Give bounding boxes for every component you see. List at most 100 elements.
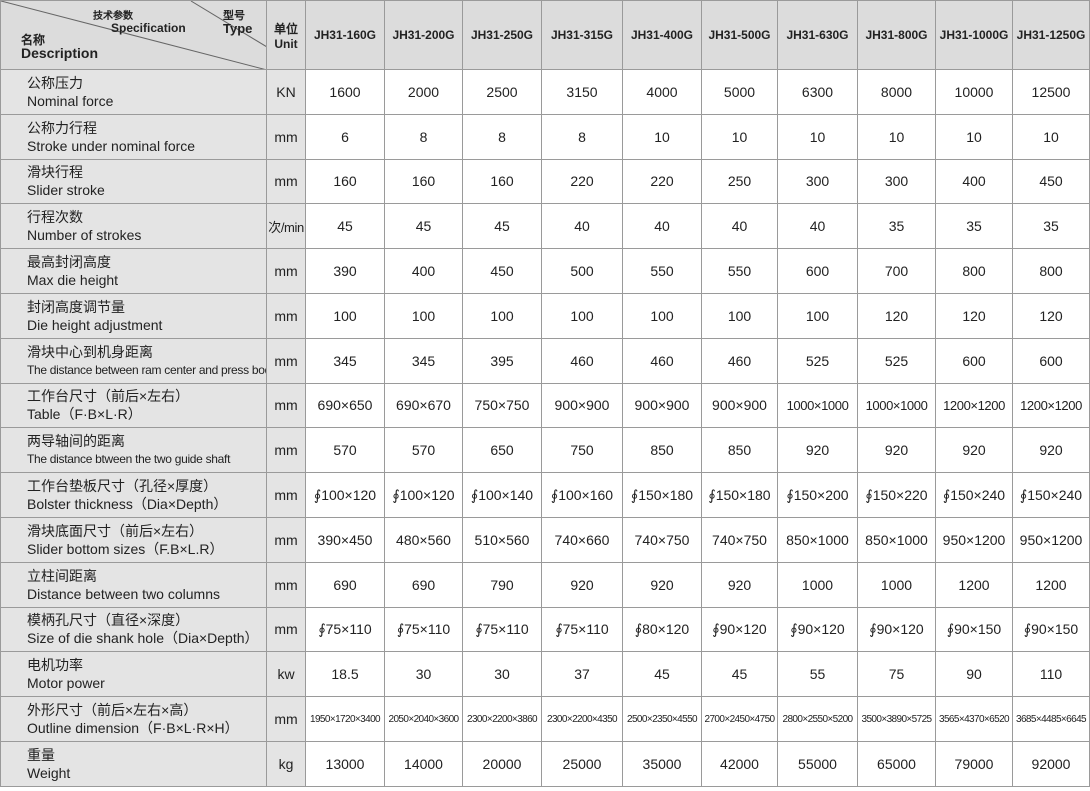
- value-cell: 6300: [777, 69, 858, 115]
- name-en: Stroke under nominal force: [27, 137, 196, 154]
- spec-row: 外形尺寸（前后×左右×高） Outline dimension（F·B×L·R×H…: [0, 696, 1090, 742]
- value-cell: 92000: [1012, 740, 1090, 787]
- diagonals: [1, 1, 266, 69]
- name-en: Weight: [27, 764, 71, 781]
- value-cell: 6: [305, 113, 385, 160]
- value-cell: 850×1000: [857, 516, 936, 563]
- value-cell: 160: [462, 158, 542, 205]
- name-zh: 重量: [27, 746, 55, 763]
- name-zh: 模柄孔尺寸（直径×深度）: [27, 612, 190, 629]
- value-cell: 700: [857, 248, 936, 294]
- value-cell: 100: [622, 292, 702, 339]
- value-cell: 525: [857, 337, 936, 384]
- value-cell: 100: [384, 292, 463, 339]
- value-cell: 390×450: [305, 516, 385, 563]
- value-cell: 550: [701, 248, 778, 294]
- corner-cell: 技术参数 Specification 型号 Type 名称 Descriptio…: [0, 0, 267, 70]
- value-cell: 1600: [305, 69, 385, 115]
- value-cell: 40: [541, 203, 623, 250]
- name-en: The distance between ram center and pres…: [27, 362, 267, 377]
- value-cell: 45: [622, 651, 702, 698]
- value-cell: 10: [1012, 113, 1090, 160]
- row-unit: mm: [266, 427, 306, 474]
- value-cell: 10: [935, 113, 1013, 160]
- value-cell: ∮75×110: [462, 606, 542, 653]
- name-zh: 电机功率: [27, 657, 83, 674]
- value-cell: 2500×2350×4550: [622, 696, 702, 742]
- value-cell: 3150: [541, 69, 623, 115]
- value-cell: 65000: [857, 740, 936, 787]
- row-unit: mm: [266, 337, 306, 384]
- value-cell: ∮75×110: [384, 606, 463, 653]
- value-cell: 2050×2040×3600: [384, 696, 463, 742]
- value-cell: 35000: [622, 740, 702, 787]
- value-cell: ∮150×180: [701, 472, 778, 518]
- value-cell: 690: [384, 561, 463, 608]
- value-cell: ∮150×240: [1012, 472, 1090, 518]
- type-zh: 型号: [223, 10, 245, 22]
- value-cell: 690: [305, 561, 385, 608]
- value-cell: 650: [462, 427, 542, 474]
- row-unit: kw: [266, 651, 306, 698]
- row-unit: mm: [266, 472, 306, 518]
- spec-row: 最高封闭高度 Max die height mm 390 400 450 500 550 550…: [0, 248, 1090, 294]
- value-cell: 740×660: [541, 516, 623, 563]
- value-cell: 35: [935, 203, 1013, 250]
- value-cell: ∮90×120: [857, 606, 936, 653]
- header-row: 技术参数 Specification 型号 Type 名称 Descriptio…: [0, 0, 1090, 70]
- value-cell: 750: [541, 427, 623, 474]
- value-cell: 4000: [622, 69, 702, 115]
- value-cell: ∮150×200: [777, 472, 858, 518]
- model-header: JH31-800G: [857, 0, 936, 70]
- value-cell: 750×750: [462, 382, 542, 429]
- value-cell: 110: [1012, 651, 1090, 698]
- row-unit: mm: [266, 113, 306, 160]
- row-name: 滑块底面尺寸（前后×左右） Slider bottom sizes（F.B×L.R…: [0, 516, 267, 563]
- value-cell: 1000×1000: [857, 382, 936, 429]
- row-name: 工作台尺寸（前后×左右） Table（F·B×L·R）: [0, 382, 267, 429]
- model-header: JH31-250G: [462, 0, 542, 70]
- value-cell: 220: [541, 158, 623, 205]
- model-header: JH31-200G: [384, 0, 463, 70]
- value-cell: 570: [305, 427, 385, 474]
- name-en: Slider bottom sizes（F.B×L.R）: [27, 540, 224, 557]
- value-cell: 395: [462, 337, 542, 384]
- spec-row: 电机功率 Motor power kw 18.5 30 30 37 45 45 55 75 90 110: [0, 651, 1090, 698]
- value-cell: 2700×2450×4750: [701, 696, 778, 742]
- value-cell: 10: [622, 113, 702, 160]
- value-cell: 13000: [305, 740, 385, 787]
- value-cell: 850×1000: [777, 516, 858, 563]
- value-cell: 2300×2200×3860: [462, 696, 542, 742]
- row-unit: KN: [266, 69, 306, 115]
- row-name: 两导轴间的距离 The distance btween the two guide…: [0, 427, 267, 474]
- value-cell: 35: [857, 203, 936, 250]
- value-cell: 3500×3890×5725: [857, 696, 936, 742]
- name-en: Distance between two columns: [27, 585, 220, 602]
- value-cell: ∮100×120: [384, 472, 463, 518]
- value-cell: 850: [701, 427, 778, 474]
- value-cell: 510×560: [462, 516, 542, 563]
- value-cell: 30: [462, 651, 542, 698]
- model-header: JH31-315G: [541, 0, 623, 70]
- value-cell: 45: [462, 203, 542, 250]
- row-name: 工作台垫板尺寸（孔径×厚度） Bolster thickness（Dia×Dept…: [0, 472, 267, 518]
- value-cell: 10000: [935, 69, 1013, 115]
- value-cell: 740×750: [622, 516, 702, 563]
- spec-row: 工作台垫板尺寸（孔径×厚度） Bolster thickness（Dia×Dept…: [0, 472, 1090, 518]
- row-unit: mm: [266, 606, 306, 653]
- row-name: 最高封闭高度 Max die height: [0, 248, 267, 294]
- value-cell: 3565×4370×6520: [935, 696, 1013, 742]
- row-unit: mm: [266, 561, 306, 608]
- value-cell: ∮90×150: [935, 606, 1013, 653]
- model-header: JH31-1250G: [1012, 0, 1090, 70]
- name-en: Table（F·B×L·R）: [27, 406, 142, 423]
- name-zh: 工作台垫板尺寸（孔径×厚度）: [27, 478, 218, 495]
- name-en: Motor power: [27, 675, 105, 692]
- value-cell: 45: [701, 651, 778, 698]
- model-header: JH31-1000G: [935, 0, 1013, 70]
- value-cell: 400: [935, 158, 1013, 205]
- name-en: Slider stroke: [27, 182, 105, 199]
- value-cell: 5000: [701, 69, 778, 115]
- value-cell: 8000: [857, 69, 936, 115]
- value-cell: 450: [1012, 158, 1090, 205]
